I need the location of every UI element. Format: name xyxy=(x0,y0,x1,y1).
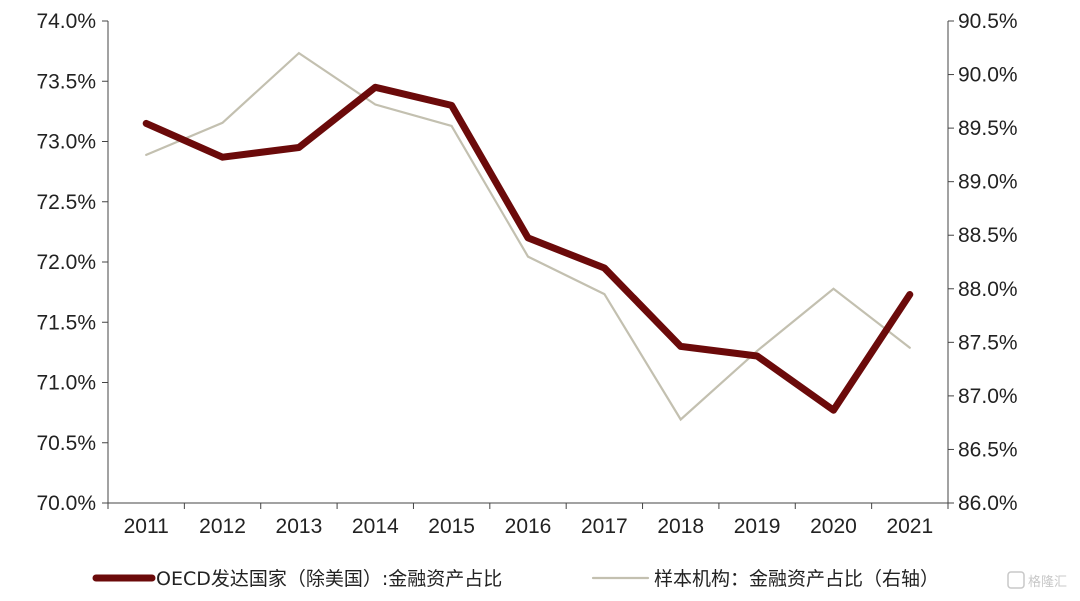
x-tick-label: 2020 xyxy=(810,515,857,538)
legend-label: 样本机构：金融资产占比（右轴） xyxy=(654,568,939,590)
left-tick-label: 70.0% xyxy=(36,492,96,515)
right-tick-label: 89.0% xyxy=(958,171,1018,194)
right-tick-label: 89.5% xyxy=(958,117,1018,140)
x-tick-label: 2018 xyxy=(657,515,704,538)
x-tick-label: 2012 xyxy=(199,515,246,538)
right-tick-label: 90.0% xyxy=(958,64,1018,87)
x-tick-label: 2021 xyxy=(886,515,933,538)
right-tick-label: 88.0% xyxy=(958,278,1018,301)
x-tick-label: 2016 xyxy=(505,515,552,538)
series-line-oecd xyxy=(142,83,914,414)
left-axis: 70.0% 70.5% 71.0% 71.5% 72.0% 72.5% 73.0% 73.5%… xyxy=(36,10,109,515)
right-axis: 86.0% 86.5% 87.0% 87.5% 88.0% 88.5% 89.0% 89.5%… xyxy=(947,10,1018,515)
x-tick-label: 2015 xyxy=(428,515,475,538)
legend: OECD发达国家（除美国）:金融资产占比 样本机构：金融资产占比（右轴） xyxy=(92,568,939,590)
left-tick-label: 73.5% xyxy=(36,70,96,93)
x-tick-label: 2011 xyxy=(124,515,169,538)
right-tick-label: 87.0% xyxy=(958,385,1018,408)
series-line-sample xyxy=(145,51,911,422)
x-tick-label: 2013 xyxy=(276,515,323,538)
right-tick-label: 86.0% xyxy=(958,492,1018,515)
left-tick-label: 71.5% xyxy=(36,311,96,334)
left-tick-label: 70.5% xyxy=(36,432,96,455)
left-tick-label: 72.5% xyxy=(36,191,96,214)
x-axis: 2011 2012 2013 2014 2015 2016 2017 2018 2019 2020… xyxy=(107,502,949,538)
watermark-icon xyxy=(1007,571,1025,589)
left-tick-label: 74.0% xyxy=(36,10,96,33)
right-tick-label: 90.5% xyxy=(958,10,1018,33)
left-tick-label: 73.0% xyxy=(36,131,96,154)
watermark: 格隆汇 xyxy=(1007,571,1067,590)
right-tick-label: 86.5% xyxy=(958,438,1018,461)
legend-label: OECD发达国家（除美国）:金融资产占比 xyxy=(156,568,502,590)
x-tick-label: 2017 xyxy=(581,515,628,538)
x-tick-label: 2014 xyxy=(352,515,399,538)
left-tick-label: 72.0% xyxy=(36,251,96,274)
left-tick-label: 71.0% xyxy=(36,372,96,395)
x-tick-label: 2019 xyxy=(734,515,781,538)
right-tick-label: 87.5% xyxy=(958,331,1018,354)
watermark-text: 格隆汇 xyxy=(1028,574,1067,590)
right-tick-label: 88.5% xyxy=(958,224,1018,247)
plot-area xyxy=(142,51,914,422)
